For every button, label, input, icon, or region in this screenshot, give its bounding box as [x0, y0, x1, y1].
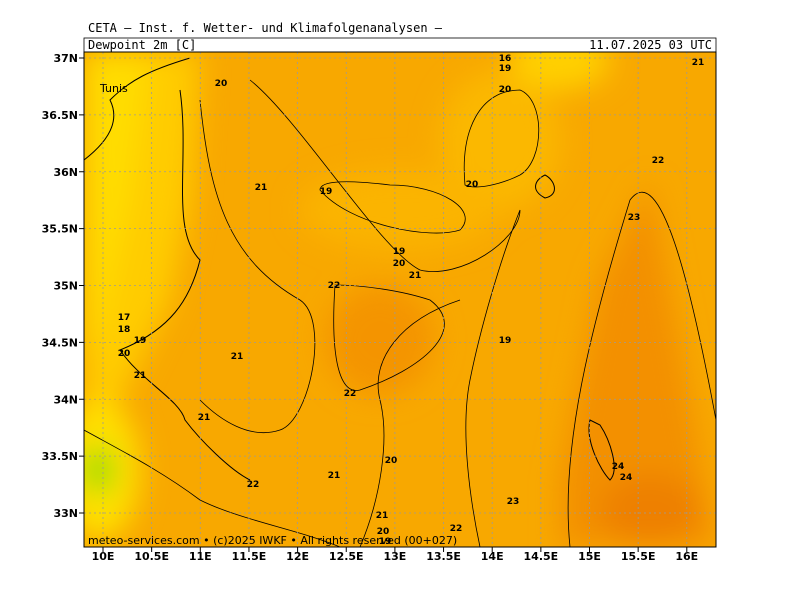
lat-label: 35.5N [42, 223, 78, 236]
map-frame [83, 51, 717, 548]
contour-label: 21 [328, 471, 341, 481]
lon-label: 10E [92, 550, 115, 563]
footer: meteo-services.com • (c)2025 IWKF • All … [88, 534, 457, 547]
contour-label: 24 [612, 462, 625, 472]
contour-label: 20 [466, 180, 479, 190]
contour-label: 21 [134, 371, 147, 381]
lat-label: 34.5N [42, 336, 78, 349]
lon-label: 14.5E [524, 550, 559, 563]
lat-label: 36N [53, 166, 78, 179]
contour-label: 21 [376, 511, 389, 521]
contour-label: 22 [450, 524, 463, 534]
header-title: CETA — Inst. f. Wetter- und Klimafolgena… [88, 21, 443, 35]
contour-label: 16 [499, 54, 512, 64]
contour-label: 21 [231, 352, 244, 362]
lon-label: 11.5E [232, 550, 267, 563]
lon-label: 11E [189, 550, 212, 563]
contour-label: 22 [344, 389, 357, 399]
lat-label: 35N [53, 280, 78, 293]
lat-label: 33.5N [42, 450, 78, 463]
contour-label: 23 [507, 497, 520, 507]
lat-label: 34N [53, 393, 78, 406]
shading [84, 52, 716, 547]
contour-label: 22 [652, 156, 665, 166]
lon-label: 16E [675, 550, 698, 563]
contour-label: 21 [409, 271, 422, 281]
valid-time: 11.07.2025 03 UTC [589, 38, 712, 52]
contour-label: 23 [628, 213, 641, 223]
coastline [84, 57, 615, 481]
contour-label: 24 [620, 473, 633, 483]
lon-label: 12E [286, 550, 309, 563]
lon-label: 15.5E [621, 550, 656, 563]
lon-label: 13.5E [426, 550, 461, 563]
contour-label: 21 [692, 58, 705, 68]
contour-label: 17 [118, 313, 131, 323]
lon-label: 13E [383, 550, 406, 563]
contour-label: 22 [247, 480, 260, 490]
contour-label: 21 [255, 183, 268, 193]
contour-label: 20 [499, 85, 512, 95]
contour-label: 19 [393, 247, 406, 257]
contour-label: 19 [379, 537, 392, 547]
contour-label: 20 [215, 79, 228, 89]
contours [84, 79, 716, 547]
lon-label: 10.5E [134, 550, 169, 563]
lon-label: 12.5E [329, 550, 364, 563]
place-label: Tunis [99, 82, 128, 95]
contour-label: 19 [499, 336, 512, 346]
lat-label: 36.5N [42, 109, 78, 122]
contour-label: 22 [328, 281, 341, 291]
lat-label: 33N [53, 507, 78, 520]
contour-label: 19 [499, 64, 512, 74]
field-name: Dewpoint_2m_[C] [88, 38, 196, 52]
lon-label: 15E [578, 550, 601, 563]
grid [84, 52, 716, 547]
contour-label: 19 [320, 187, 333, 197]
lat-label: 37N [53, 52, 78, 65]
contour-label: 20 [393, 259, 406, 269]
lon-label: 14E [481, 550, 504, 563]
contour-label: 19 [134, 336, 147, 346]
contour-label: 20 [377, 527, 390, 537]
contour-label: 20 [118, 349, 131, 359]
contour-label: 18 [118, 325, 131, 335]
contour-label: 20 [385, 456, 398, 466]
map-area [84, 52, 716, 547]
contour-label: 21 [198, 413, 211, 423]
